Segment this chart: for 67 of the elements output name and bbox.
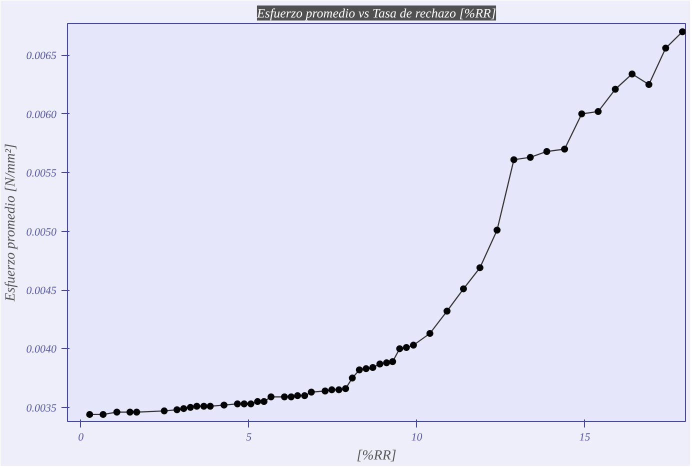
- point: [396, 345, 404, 352]
- point: [335, 386, 342, 394]
- point: [247, 400, 254, 408]
- point: [260, 398, 268, 406]
- point: [254, 398, 262, 406]
- point: [389, 358, 396, 366]
- x-tick-label: 10: [411, 432, 423, 444]
- point: [100, 410, 107, 418]
- point: [308, 388, 315, 396]
- y-axis-title: Esfuerzo promedio [N/mm²]: [3, 144, 18, 302]
- point: [561, 146, 568, 153]
- point: [645, 81, 652, 88]
- point: [356, 366, 363, 374]
- y-tick-label: 0.0065: [26, 50, 57, 62]
- point: [460, 285, 467, 292]
- point: [240, 400, 248, 408]
- point: [348, 374, 356, 382]
- point: [612, 86, 619, 93]
- point: [426, 330, 434, 337]
- point: [133, 408, 140, 416]
- point: [594, 108, 602, 116]
- point: [383, 359, 390, 366]
- point: [526, 154, 534, 161]
- point: [402, 344, 410, 352]
- x-axis-title: [%RR]: [356, 448, 396, 464]
- point: [186, 404, 194, 411]
- point: [294, 392, 302, 400]
- point: [476, 264, 484, 272]
- point: [160, 407, 168, 414]
- point: [268, 393, 275, 400]
- x-tick-label: 0: [78, 432, 84, 444]
- y-tick-label: 0.0035: [26, 402, 57, 414]
- point: [200, 402, 208, 410]
- point: [288, 393, 295, 400]
- point: [193, 402, 200, 410]
- point: [173, 406, 180, 414]
- point: [86, 410, 94, 418]
- point: [369, 364, 376, 371]
- point: [543, 148, 550, 155]
- point: [206, 402, 214, 410]
- point: [678, 28, 686, 36]
- point: [322, 387, 329, 394]
- point: [342, 385, 350, 392]
- point: [510, 156, 518, 164]
- x-tick-label: 5: [246, 432, 252, 444]
- point: [578, 110, 586, 118]
- y-tick-label: 0.0060: [26, 108, 57, 121]
- point: [410, 342, 417, 349]
- point: [444, 308, 451, 315]
- y-tick-label: 0.0045: [26, 285, 57, 298]
- point: [301, 392, 308, 400]
- point: [220, 402, 228, 409]
- y-tick-label: 0.0055: [26, 168, 57, 180]
- point: [494, 226, 501, 234]
- point: [280, 393, 288, 400]
- point: [180, 405, 188, 412]
- point: [362, 365, 370, 372]
- y-tick-label: 0.0050: [26, 226, 57, 238]
- point: [328, 386, 336, 394]
- y-tick-label: 0.0040: [26, 344, 57, 356]
- point: [113, 408, 120, 416]
- point: [662, 44, 670, 52]
- x-tick-label: 15: [579, 432, 591, 444]
- point: [126, 408, 134, 416]
- point: [628, 70, 636, 78]
- point: [234, 400, 241, 408]
- point: [376, 360, 384, 368]
